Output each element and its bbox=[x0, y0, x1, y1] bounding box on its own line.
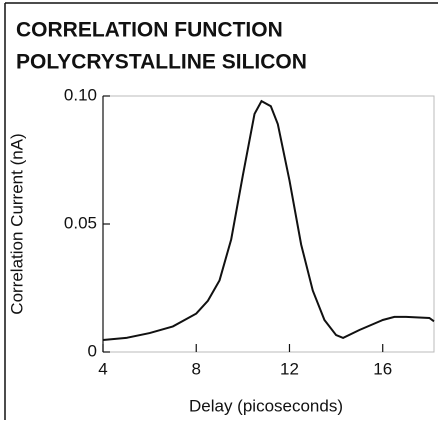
x-axis-label: Delay (picoseconds) bbox=[189, 396, 343, 415]
y-tick-label: 0 bbox=[88, 341, 97, 360]
y-tick-label: 0.10 bbox=[64, 85, 97, 104]
chart-title: CORRELATION FUNCTION bbox=[16, 19, 283, 42]
data-line bbox=[102, 99, 435, 341]
y-axis-label: Correlation Current (nA) bbox=[7, 133, 26, 314]
x-tick-label: 4 bbox=[98, 359, 107, 378]
x-tick-label: 12 bbox=[280, 359, 299, 378]
plot-frame bbox=[102, 95, 435, 353]
chart-title: POLYCRYSTALLINE SILICON bbox=[16, 51, 307, 74]
x-tick-label: 16 bbox=[373, 359, 392, 378]
x-tick-label: 8 bbox=[192, 359, 201, 378]
y-tick-label: 0.05 bbox=[64, 213, 97, 232]
